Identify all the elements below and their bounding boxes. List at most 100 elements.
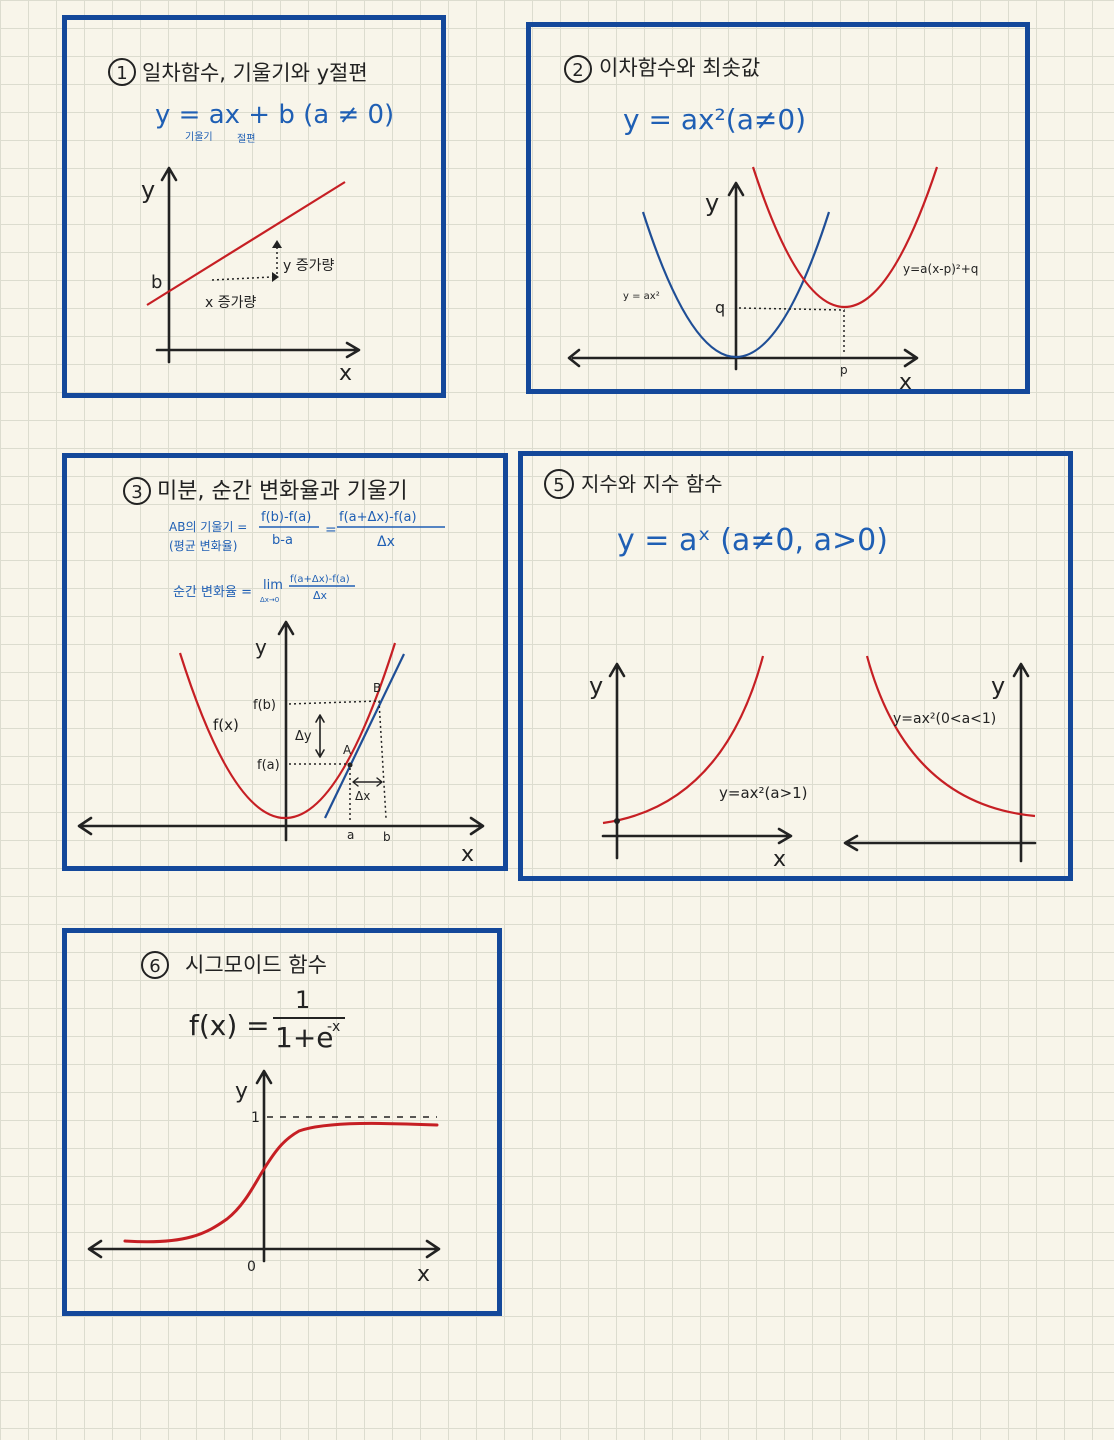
a-label: a (347, 828, 354, 842)
sigmoid-graph: 6 시그모이드 함수 f(x) = 1 1+e -x y x 1 0 (87, 951, 441, 1287)
point-A: A (343, 743, 352, 757)
vertex-guide (738, 307, 845, 355)
panel-number: 1 (116, 63, 127, 84)
fx-label: f(x) (213, 716, 239, 734)
panel-quadratic-function: 2 이차함수와 최솟값 y = ax²(a≠0) y x y = ax² y=a… (526, 22, 1030, 395)
lim-label: lim (263, 578, 283, 593)
function-curve (178, 642, 397, 820)
x-axis-label: x (417, 1262, 430, 1287)
x-axis-label: x (339, 361, 352, 386)
avg-rate-left-sub: (평균 변화율) (169, 539, 237, 553)
left-y-label: y (589, 672, 603, 700)
dy-label: Δy (295, 729, 312, 744)
fa-label: f(a) (257, 758, 280, 773)
left-curve-label: y=ax²(a>1) (719, 784, 808, 802)
formula: y = ax²(a≠0) (623, 103, 806, 136)
right-curve-label: y=a(x-p)²+q (903, 262, 978, 276)
q-label: q (715, 298, 725, 317)
fb-label: f(b) (253, 698, 276, 713)
derivative-graph: 3 미분, 순간 변화율과 기울기 AB의 기울기 = (평균 변화율) f(b… (77, 477, 485, 867)
x-axis-label: x (773, 847, 786, 872)
sigmoid-curve (123, 1121, 439, 1244)
linear-line (146, 181, 346, 306)
right-x-axis (843, 834, 1037, 852)
exp-growth-curve (602, 655, 765, 825)
b-label: b (151, 272, 162, 293)
right-curve-label: y=ax²(0<a<1) (893, 711, 996, 727)
y-increase-label: y 증가량 (283, 258, 334, 274)
inst-num: f(a+Δx)-f(a) (290, 574, 350, 585)
x-axis (155, 341, 361, 359)
zero-label: 0 (247, 1259, 256, 1275)
number-circle (108, 58, 136, 86)
panel-number: 6 (149, 956, 160, 977)
panel-number: 3 (131, 482, 142, 503)
panel-exponential: 5 지수와 지수 함수 y = aˣ (a≠0, a>0) y x y=ax²(… (518, 451, 1073, 881)
formula: y = ax + b (a ≠ 0) (155, 100, 394, 130)
panel-number: 5 (553, 475, 564, 496)
formula: y = aˣ (a≠0, a>0) (617, 523, 888, 558)
x-axis-label: x (461, 842, 474, 867)
one-label: 1 (251, 1110, 260, 1126)
numerator: 1 (295, 986, 310, 1014)
panel-number: 2 (572, 60, 583, 81)
avg-frac-den: b-a (272, 533, 293, 548)
linear-function-graph: 1 일차함수, 기울기와 y절편 y = ax + b (a ≠ 0) 기울기 … (108, 58, 394, 386)
formula-left: f(x) = (189, 1009, 270, 1042)
exponential-graph: 5 지수와 지수 함수 y = aˣ (a≠0, a>0) y x y=ax²(… (544, 469, 1037, 872)
quadratic-function-graph: 2 이차함수와 최솟값 y = ax²(a≠0) y x y = ax² y=a… (564, 55, 978, 395)
avg-frac2-den: Δx (377, 534, 395, 550)
point-B: B (373, 681, 381, 695)
y-axis (160, 166, 178, 364)
y-axis-label: y (235, 1079, 248, 1104)
dy-arrow (315, 714, 325, 758)
fa-guide (289, 763, 351, 820)
panel-derivative: 3 미분, 순간 변화율과 기울기 AB의 기울기 = (평균 변화율) f(b… (62, 453, 508, 871)
avg-frac-num: f(b)-f(a) (261, 510, 311, 525)
x-axis (567, 348, 919, 368)
right-y-label: y (991, 672, 1005, 700)
number-circle (564, 55, 592, 83)
inst-den: Δx (313, 589, 328, 602)
panel-title: 일차함수, 기울기와 y절편 (142, 61, 368, 85)
p-label: p (840, 363, 848, 377)
right-y-axis (1012, 662, 1030, 863)
x-increase-arrow (211, 276, 273, 281)
exp-decay-curve (865, 655, 1036, 818)
b-label: b (383, 830, 391, 844)
x-axis (87, 1239, 441, 1259)
y-axis-label: y (141, 176, 155, 204)
panel-title: 시그모이드 함수 (185, 953, 327, 977)
fb-guide (288, 700, 387, 819)
x-axis-label: x (899, 370, 912, 395)
inst-rate-left: 순간 변화율 = (173, 585, 252, 600)
number-circle (544, 469, 574, 499)
y-axis-label: y (705, 189, 719, 217)
panel-title: 지수와 지수 함수 (581, 472, 723, 496)
y-axis-label: y (255, 635, 267, 659)
equals-sign: = (325, 522, 337, 538)
y-axis (727, 181, 745, 371)
exponent: -x (327, 1019, 340, 1035)
left-y-axis (608, 662, 626, 860)
panel-title: 미분, 순간 변화율과 기울기 (157, 479, 408, 504)
denominator: 1+e (275, 1021, 334, 1054)
slope-note: 기울기 (185, 131, 213, 143)
left-curve-label: y = ax² (623, 291, 660, 302)
y-axis (255, 1069, 273, 1263)
dx-arrow (352, 777, 383, 787)
avg-rate-left: AB의 기울기 = (169, 520, 247, 534)
panel-title: 이차함수와 최솟값 (599, 56, 760, 80)
left-x-axis (601, 827, 793, 845)
tangent-line (324, 653, 405, 819)
parabola-shifted (751, 166, 939, 309)
number-circle (123, 477, 151, 505)
dx-label: Δx (355, 789, 370, 803)
panel-sigmoid: 6 시그모이드 함수 f(x) = 1 1+e -x y x 1 0 (62, 928, 502, 1316)
avg-frac2-num: f(a+Δx)-f(a) (339, 510, 417, 525)
y-axis (277, 620, 295, 842)
x-axis (77, 816, 485, 836)
lim-sub: Δx→0 (260, 596, 279, 604)
number-circle (141, 951, 169, 979)
panel-linear-function: 1 일차함수, 기울기와 y절편 y = ax + b (a ≠ 0) 기울기 … (62, 15, 446, 398)
